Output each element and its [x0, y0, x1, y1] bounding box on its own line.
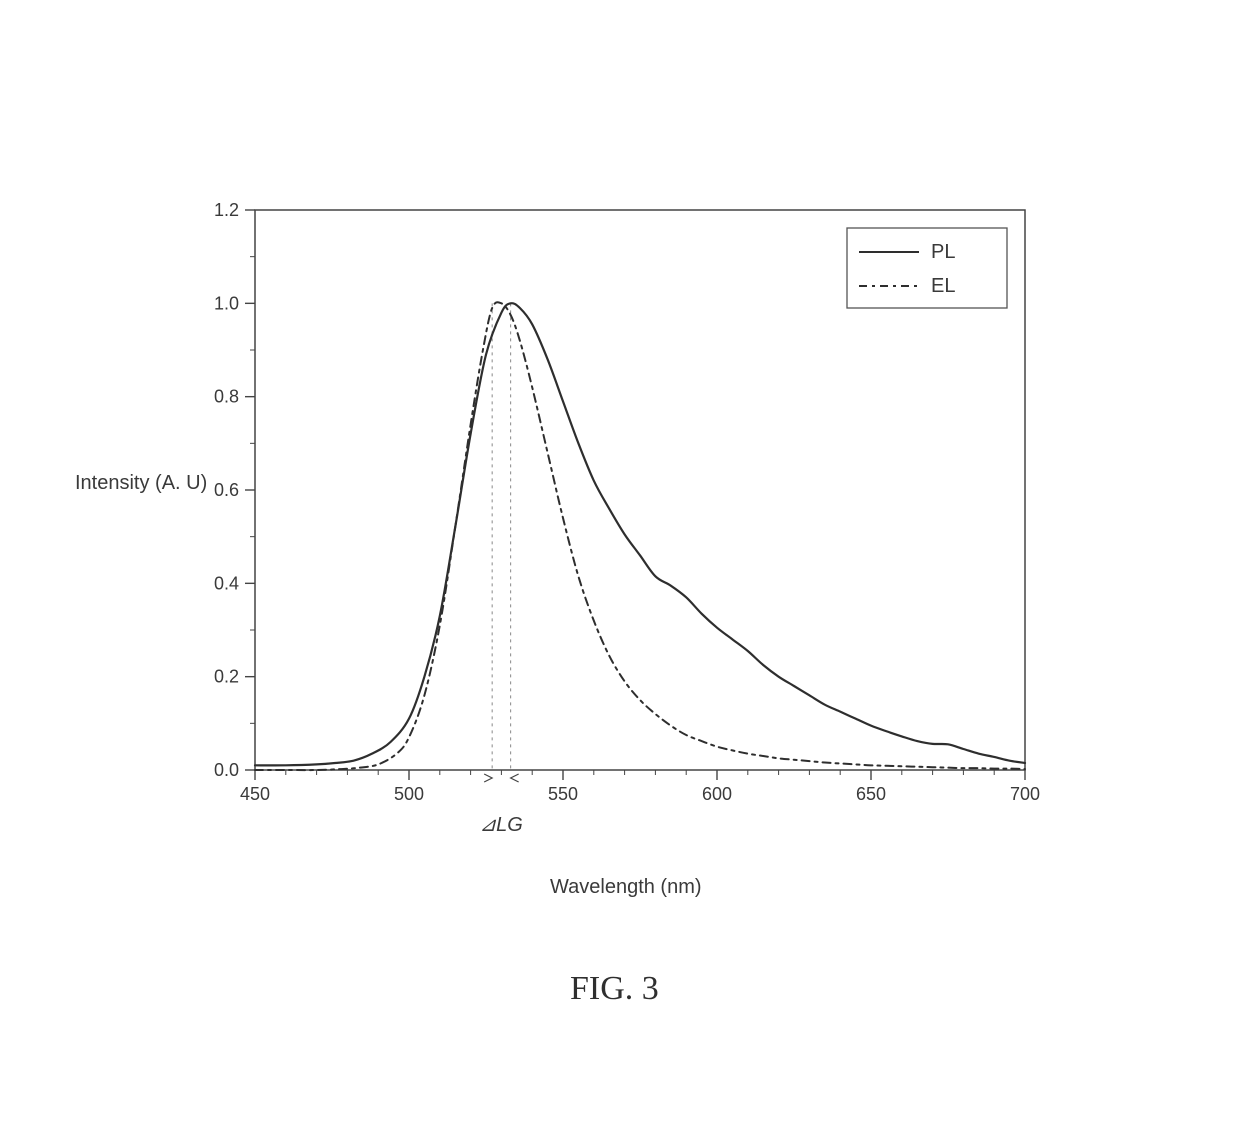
svg-text:0.8: 0.8 — [214, 387, 239, 407]
svg-text:1.2: 1.2 — [214, 200, 239, 220]
series-el — [255, 302, 1025, 770]
svg-text:0.0: 0.0 — [214, 760, 239, 780]
svg-text:PL: PL — [931, 241, 955, 263]
svg-text:700: 700 — [1010, 784, 1040, 804]
svg-text:0.6: 0.6 — [214, 480, 239, 500]
svg-text:0.4: 0.4 — [214, 573, 239, 593]
series-pl — [255, 303, 1025, 765]
page: { "figure": { "caption": "FIG. 3", "ylab… — [0, 0, 1240, 1148]
svg-text:0.2: 0.2 — [214, 667, 239, 687]
x-axis-label: Wavelength (nm) — [550, 876, 702, 899]
svg-text:450: 450 — [240, 784, 270, 804]
delta-lg-label: ⊿LG — [479, 812, 522, 837]
figure-caption: FIG. 3 — [570, 970, 659, 1008]
svg-text:650: 650 — [856, 784, 886, 804]
svg-text:500: 500 — [394, 784, 424, 804]
svg-text:600: 600 — [702, 784, 732, 804]
svg-text:550: 550 — [548, 784, 578, 804]
svg-text:1.0: 1.0 — [214, 293, 239, 313]
y-axis-label: Intensity (A. U) — [75, 472, 207, 495]
svg-text:EL: EL — [931, 275, 955, 297]
